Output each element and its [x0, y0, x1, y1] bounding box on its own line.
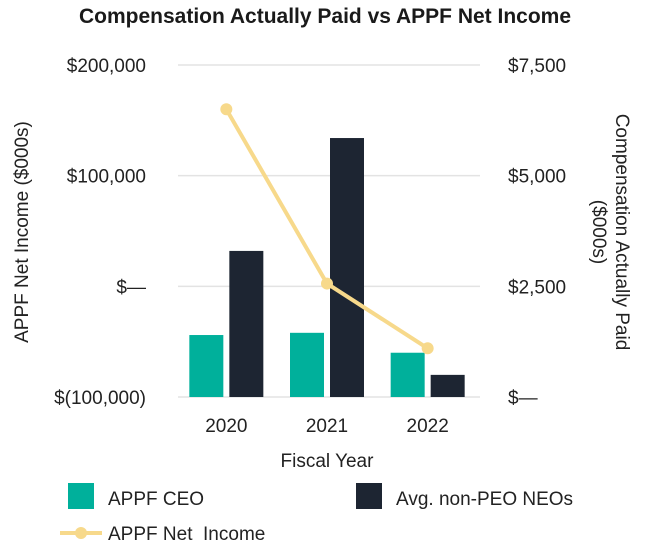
right-tick-label: $5,000 — [508, 167, 566, 188]
right-tick-label: $7,500 — [508, 56, 566, 77]
left-tick-label: $(100,000) — [54, 388, 146, 409]
legend-label-appf-net-income: APPF Net Income — [108, 524, 265, 545]
legend-swatch-avg-non-peo-neos — [356, 483, 382, 509]
bar-appf-ceo-2020 — [189, 335, 224, 397]
net-income-point-2020 — [220, 103, 233, 116]
left-tick-label: $— — [116, 277, 146, 298]
x-tick-label: 2021 — [306, 416, 348, 437]
bar-avg-non-peo-neos-2020 — [229, 250, 264, 397]
left-tick-label: $100,000 — [67, 167, 146, 188]
x-axis-label: Fiscal Year — [281, 451, 375, 472]
bars — [189, 138, 465, 398]
legend-swatch-appf-ceo — [68, 483, 94, 509]
right-tick-label: $2,500 — [508, 277, 566, 298]
right-axis-label-line1: Compensation Actually Paid — [611, 114, 632, 351]
bar-avg-non-peo-neos-2022 — [430, 374, 465, 397]
legend: APPF CEO Avg. non-PEO NEOs APPF Net Income — [60, 483, 573, 545]
x-tick-label: 2022 — [407, 416, 449, 437]
right-axis-ticks: $7,500 $5,000 $2,500 $— — [508, 56, 566, 409]
left-tick-label: $200,000 — [67, 56, 146, 77]
bar-appf-ceo-2021 — [290, 332, 324, 397]
x-tick-label: 2020 — [205, 416, 247, 437]
legend-label-avg-non-peo-neos: Avg. non-PEO NEOs — [396, 489, 573, 510]
net-income-line — [220, 103, 434, 355]
left-axis-ticks: $200,000 $100,000 $— $(100,000) — [54, 56, 146, 409]
bar-appf-ceo-2022 — [390, 352, 425, 397]
right-axis-label-line2: ($000s) — [588, 200, 609, 264]
legend-label-appf-ceo: APPF CEO — [108, 489, 204, 510]
left-axis-label: APPF Net Income ($000s) — [12, 121, 33, 343]
legend-marker-swatch — [75, 527, 87, 539]
chart-title: Compensation Actually Paid vs APPF Net I… — [79, 5, 571, 28]
right-tick-label: $— — [508, 388, 538, 409]
bar-avg-non-peo-neos-2021 — [330, 138, 364, 398]
net-income-point-2021 — [321, 277, 333, 290]
x-axis-ticks: 2020 2021 2022 — [205, 416, 449, 437]
net-income-point-2022 — [421, 342, 434, 355]
